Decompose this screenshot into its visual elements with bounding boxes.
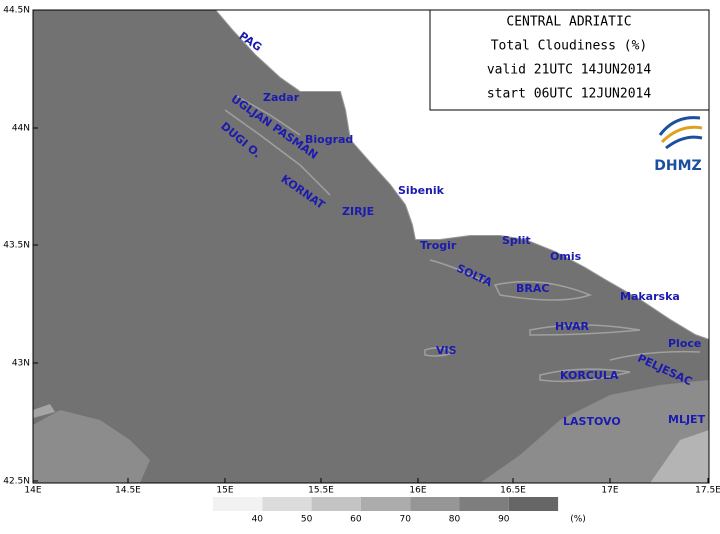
colorbar-label: 70 xyxy=(399,515,411,525)
place-label: Trogir xyxy=(420,239,457,252)
lon-label: 16.5E xyxy=(500,486,526,496)
place-label: Split xyxy=(502,234,531,247)
colorbar-swatch xyxy=(262,497,312,511)
lat-label: 43.5N xyxy=(3,241,30,251)
logo-text: DHMZ xyxy=(654,158,701,174)
place-label: Biograd xyxy=(305,133,353,146)
title-line: start 06UTC 12JUN2014 xyxy=(487,87,652,102)
lon-label: 15.5E xyxy=(308,486,334,496)
place-label: Sibenik xyxy=(398,184,445,197)
islands xyxy=(224,94,701,383)
lat-label: 44.5N xyxy=(3,6,30,16)
colorbar-swatch xyxy=(410,497,460,511)
place-label: VIS xyxy=(436,344,457,357)
cloud-band xyxy=(480,380,709,483)
lat-label: 44N xyxy=(12,124,30,134)
logo-swoosh xyxy=(658,116,701,136)
lat-label: 42.5N xyxy=(3,477,30,487)
island-outline xyxy=(493,280,593,301)
colorbar-label: 80 xyxy=(449,515,461,525)
colorbar-label: 90 xyxy=(498,515,510,525)
place-label: MLJET xyxy=(668,413,706,426)
map-frame xyxy=(32,9,710,484)
place-label: Makarska xyxy=(620,290,680,303)
colorbar-swatch xyxy=(213,497,263,511)
lon-label: 16E xyxy=(409,486,426,496)
colorbar-unit: (%) xyxy=(570,515,586,525)
title-line: valid 21UTC 14JUN2014 xyxy=(487,63,652,78)
colorbar-label: 50 xyxy=(301,515,313,525)
island-outline xyxy=(539,368,631,383)
title-line: Total Cloudiness (%) xyxy=(491,39,648,54)
island-outline xyxy=(224,109,331,196)
sea xyxy=(33,10,709,483)
colorbar-swatch xyxy=(360,497,411,511)
island-outline xyxy=(429,259,491,286)
cloud-band xyxy=(33,410,150,483)
island-outline xyxy=(234,94,301,136)
logo-swoosh xyxy=(665,135,703,150)
island-outline xyxy=(609,350,701,361)
colorbar-swatch xyxy=(311,497,361,511)
place-label: Omis xyxy=(550,250,582,263)
colorbar-label: 40 xyxy=(252,515,264,525)
island-outline xyxy=(529,324,641,336)
place-label: HVAR xyxy=(555,320,589,333)
cloud-band xyxy=(650,430,709,483)
title-line: CENTRAL ADRIATIC xyxy=(506,15,631,30)
place-label: LASTOVO xyxy=(563,415,621,428)
cloud-band xyxy=(33,404,55,418)
dhmz-logo-icon xyxy=(658,116,703,150)
place-label: KORCULA xyxy=(560,369,619,382)
logo-swoosh xyxy=(660,125,703,144)
lon-label: 14E xyxy=(24,486,41,496)
title-box xyxy=(429,9,710,111)
lon-label: 17E xyxy=(601,486,618,496)
place-label: Ploce xyxy=(668,337,701,350)
colorbar-label: 60 xyxy=(350,515,362,525)
place-label: Zadar xyxy=(263,91,300,104)
lon-label: 17.5E xyxy=(695,486,720,496)
island-outline xyxy=(424,347,457,357)
place-label: BRAC xyxy=(516,282,549,295)
colorbar-swatch xyxy=(459,497,509,511)
lon-label: 14.5E xyxy=(115,486,141,496)
colorbar-swatch xyxy=(508,497,559,511)
place-label: ZIRJE xyxy=(342,205,374,218)
lat-label: 43N xyxy=(12,359,30,369)
lon-label: 15E xyxy=(216,486,233,496)
